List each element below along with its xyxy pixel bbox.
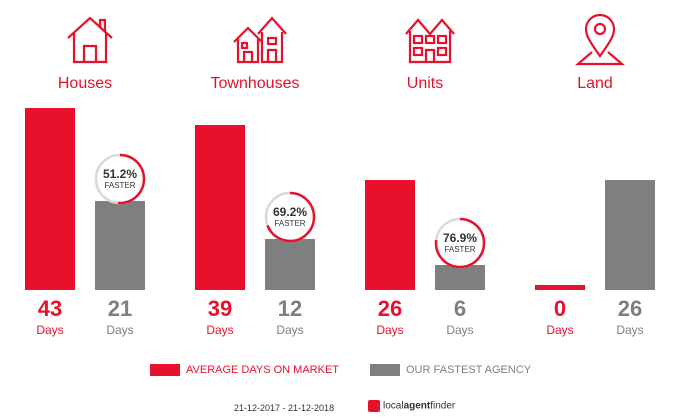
units-icon (402, 14, 458, 66)
unit-market-townhouses: Days (206, 323, 234, 337)
faster-badge-townhouses: 69.2% FASTER (264, 191, 316, 243)
land-pin-icon (572, 13, 628, 66)
faster-pct-houses: 51.2% (102, 167, 138, 182)
legend-label-agency: OUR FASTEST AGENCY (406, 364, 532, 376)
brand-logo-part-a: local (383, 400, 404, 412)
legend-swatch-market (150, 364, 180, 376)
faster-word-units: FASTER (444, 244, 476, 254)
value-agency-units: 6 (453, 296, 467, 321)
unit-agency-townhouses: Days (276, 323, 304, 337)
faster-badge-houses: 51.2% FASTER (94, 153, 146, 205)
date-range: 21-12-2017 - 21-12-2018 (234, 403, 335, 413)
value-market-units: 26 (377, 296, 403, 321)
value-market-land: 0 (553, 296, 567, 321)
bar-agency-townhouses (265, 239, 315, 290)
brand-logo-icon (368, 400, 380, 412)
value-market-townhouses: 39 (207, 296, 233, 321)
unit-market-houses: Days (36, 323, 64, 337)
faster-badge-units: 76.9% FASTER (434, 217, 486, 269)
faster-word-houses: FASTER (104, 181, 136, 191)
bar-market-townhouses (195, 124, 245, 290)
bar-market-units (365, 179, 415, 290)
category-label-units: Units (406, 75, 444, 92)
bar-agency-houses (95, 201, 145, 290)
faster-word-townhouses: FASTER (274, 219, 306, 229)
bar-agency-land (605, 179, 655, 290)
townhouse-icon (232, 14, 288, 66)
bar-agency-units (435, 264, 485, 290)
value-market-houses: 43 (37, 296, 63, 321)
unit-agency-units: Days (446, 323, 474, 337)
brand-logo: localagentfinder (368, 400, 455, 412)
value-agency-land: 26 (617, 296, 643, 321)
faster-pct-units: 76.9% (442, 230, 478, 245)
value-agency-houses: 21 (107, 296, 133, 321)
unit-agency-land: Days (616, 323, 644, 337)
value-agency-townhouses: 12 (277, 296, 303, 321)
legend-label-market: AVERAGE DAYS ON MARKET (186, 364, 340, 376)
bar-market-houses (25, 108, 75, 290)
faster-pct-townhouses: 69.2% (272, 205, 308, 220)
house-icon (62, 14, 118, 66)
brand-logo-part-b: agent (403, 400, 431, 412)
unit-market-units: Days (376, 323, 404, 337)
unit-market-land: Days (546, 323, 574, 337)
brand-logo-part-c: finder (430, 400, 456, 412)
unit-agency-houses: Days (106, 323, 134, 337)
category-label-land: Land (577, 75, 613, 92)
category-label-houses: Houses (57, 75, 113, 92)
bar-market-land (535, 285, 585, 290)
category-label-townhouses: Townhouses (210, 75, 300, 92)
legend-swatch-agency (370, 364, 400, 376)
